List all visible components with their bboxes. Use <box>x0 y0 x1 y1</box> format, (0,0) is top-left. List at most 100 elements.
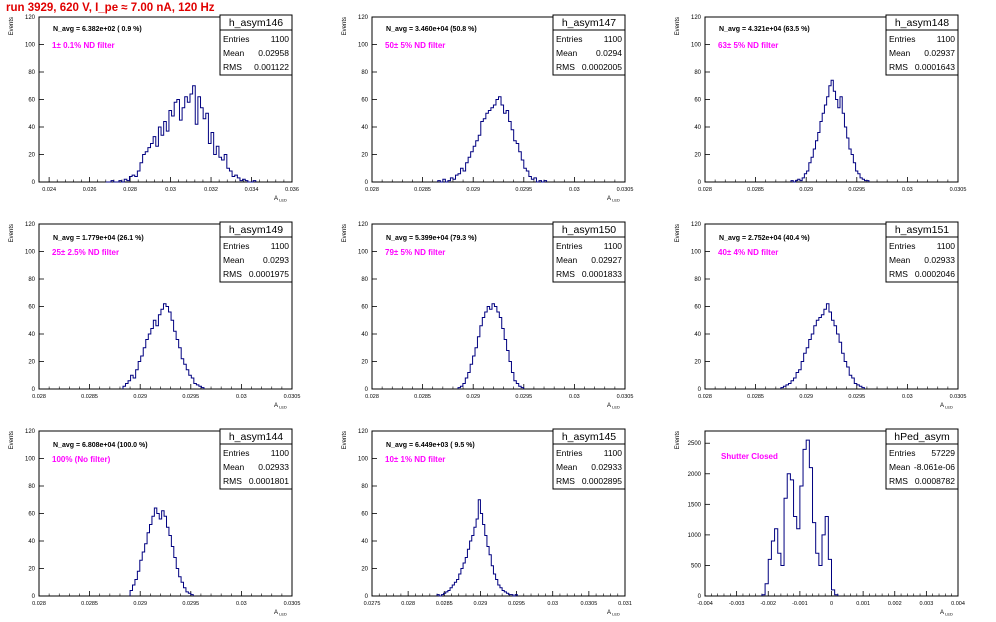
filter-annotation: 10± 1% ND filter <box>385 455 445 464</box>
n-avg-text: N_avg = 2.752e+04 (40.4 %) <box>719 235 810 242</box>
y-axis-label: Events <box>9 224 15 242</box>
stats-mean-label: Mean <box>889 255 911 265</box>
y-tick-label: 120 <box>358 15 369 21</box>
stats-entries: 1100 <box>937 34 956 44</box>
stats-box <box>219 221 293 283</box>
x-tick-label: 0.0285 <box>81 394 98 400</box>
histogram-name: h_asym148 <box>895 17 949 29</box>
x-axis-label: A LED <box>607 196 620 203</box>
stats-entries: 1100 <box>271 34 290 44</box>
stats-mean: -8.061e-06 <box>914 462 955 472</box>
y-tick-label: 100 <box>25 250 36 256</box>
y-tick-label: 2500 <box>688 441 702 447</box>
x-tick-label: -0.003 <box>729 601 745 607</box>
x-tick-label: 0.0295 <box>848 394 865 400</box>
y-tick-label: 0 <box>365 387 369 393</box>
histogram-bars <box>436 499 518 597</box>
stats-rms: 0.0001833 <box>582 269 622 279</box>
y-tick-label: 60 <box>361 305 368 311</box>
x-tick-label: 0.034 <box>245 187 259 193</box>
filter-annotation: 40± 4% ND filter <box>718 248 778 257</box>
y-tick-label: 40 <box>361 539 368 545</box>
x-tick-label: 0.029 <box>799 394 813 400</box>
filter-annotation: 79± 5% ND filter <box>385 248 445 257</box>
x-tick-label: 0.0295 <box>508 601 525 607</box>
y-tick-label: 100 <box>691 43 702 49</box>
x-tick-label: -0.004 <box>697 601 713 607</box>
stats-mean-label: Mean <box>889 48 911 58</box>
y-tick-label: 0 <box>698 594 702 600</box>
y-tick-label: 100 <box>25 43 36 49</box>
stats-box <box>885 428 959 490</box>
stats-mean-label: Mean <box>556 48 578 58</box>
stats-rms-label: RMS <box>223 269 242 279</box>
y-axis-label: Events <box>675 224 681 242</box>
histogram-panel-h_asym145: Events 0 20 40 60 80 100 120 0.0275 0.028 0.0285 0.… <box>342 428 632 617</box>
stats-entries: 1100 <box>604 34 623 44</box>
run-title: run 3929, 620 V, I_pe ≈ 7.00 nA, 120 Hz <box>6 2 215 14</box>
y-tick-label: 20 <box>28 360 35 366</box>
stats-box <box>885 14 959 76</box>
x-tick-label: 0.0305 <box>580 601 597 607</box>
filter-annotation: 63± 5% ND filter <box>718 41 778 50</box>
x-tick-label: 0.0305 <box>617 394 634 400</box>
x-tick-label: 0.026 <box>83 187 97 193</box>
y-tick-label: 0 <box>365 594 369 600</box>
n-avg-text: N_avg = 1.779e+04 (26.1 %) <box>53 235 144 242</box>
x-tick-label: 0.029 <box>466 394 480 400</box>
stats-box <box>219 428 293 490</box>
x-tick-label: 0.029 <box>133 601 147 607</box>
y-axis-label: Events <box>675 431 681 449</box>
y-tick-label: 120 <box>691 15 702 21</box>
stats-mean-label: Mean <box>223 462 245 472</box>
histogram-name: h_asym150 <box>562 224 616 236</box>
x-tick-label: 0.0305 <box>617 187 634 193</box>
y-tick-label: 2000 <box>688 472 702 478</box>
histogram-name: h_asym145 <box>562 431 616 443</box>
x-tick-label: 0.0295 <box>848 187 865 193</box>
y-tick-label: 0 <box>365 180 369 186</box>
histogram-panel-h_asym150: Events 0 20 40 60 80 100 120 0.028 0.0285 0.029 0.0… <box>342 221 634 410</box>
x-tick-label: 0.03 <box>902 187 913 193</box>
stats-box <box>552 14 626 76</box>
y-tick-label: 40 <box>28 125 35 131</box>
histogram-bars <box>457 303 525 389</box>
stats-rms: 0.0002046 <box>915 269 955 279</box>
stats-mean: 0.02933 <box>258 462 289 472</box>
stats-entries-label: Entries <box>889 241 915 251</box>
x-tick-label: -0.001 <box>792 601 808 607</box>
n-avg-text: N_avg = 6.808e+04 (100.0 %) <box>53 442 148 449</box>
y-tick-label: 500 <box>691 563 702 569</box>
y-tick-label: 60 <box>28 305 35 311</box>
stats-entries: 1100 <box>604 448 623 458</box>
histogram-bars <box>105 85 257 183</box>
y-tick-label: 120 <box>25 222 36 228</box>
stats-rms: 0.0001801 <box>249 476 289 486</box>
filter-annotation: 25± 2.5% ND filter <box>52 248 119 257</box>
stats-entries-label: Entries <box>223 241 249 251</box>
x-tick-label: 0.002 <box>888 601 902 607</box>
x-tick-label: 0.03 <box>165 187 176 193</box>
histogram-name: h_asym151 <box>895 224 949 236</box>
y-tick-label: 0 <box>698 387 702 393</box>
y-tick-label: 0 <box>32 594 36 600</box>
x-axis-label: A LED <box>940 403 953 410</box>
histogram-bars <box>129 507 194 596</box>
stats-mean-label: Mean <box>223 48 245 58</box>
n-avg-text: N_avg = 4.321e+04 (63.5 %) <box>719 26 810 33</box>
stats-box <box>552 428 626 490</box>
n-avg-text: N_avg = 6.449e+03 ( 9.5 %) <box>386 442 475 449</box>
stats-mean: 0.0293 <box>263 255 289 265</box>
y-tick-label: 20 <box>694 360 701 366</box>
y-tick-label: 20 <box>361 567 368 573</box>
x-tick-label: 0.024 <box>42 187 56 193</box>
y-tick-label: 40 <box>361 125 368 131</box>
x-tick-label: 0.0305 <box>950 394 967 400</box>
stats-entries-label: Entries <box>223 448 249 458</box>
filter-annotation: 100% (No filter) <box>52 455 111 464</box>
x-tick-label: 0.0295 <box>515 394 532 400</box>
stats-mean-label: Mean <box>556 255 578 265</box>
x-tick-label: 0.03 <box>569 394 580 400</box>
histogram-bars <box>790 79 870 183</box>
y-tick-label: 80 <box>28 70 35 76</box>
